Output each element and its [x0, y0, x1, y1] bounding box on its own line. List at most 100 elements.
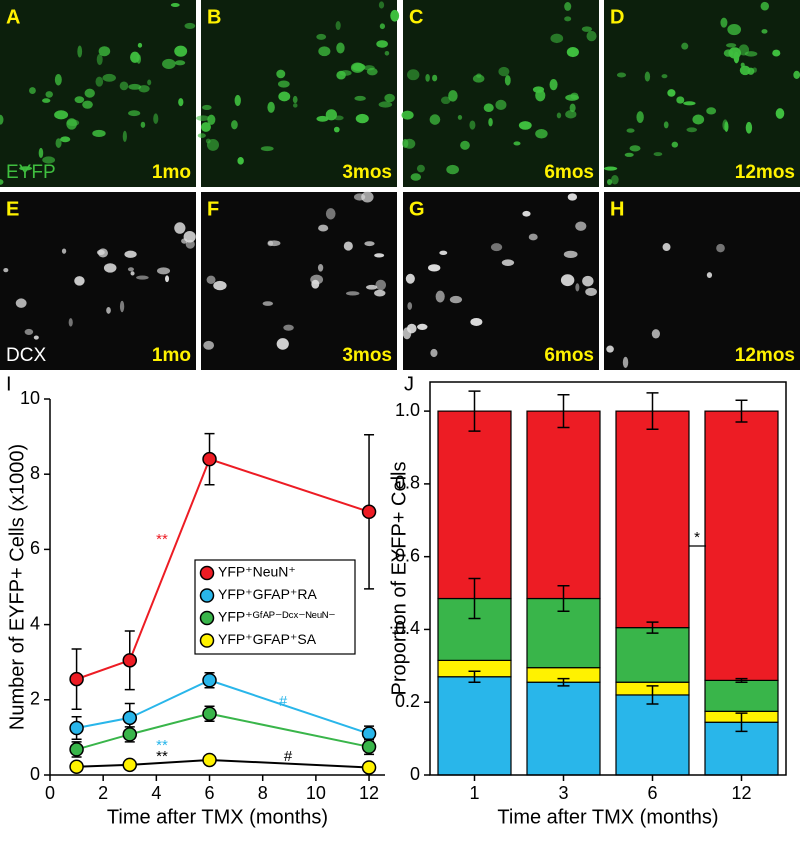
x-tick-label: 3 [558, 783, 568, 803]
cell [77, 45, 83, 58]
error-bar [646, 685, 659, 705]
panel-letter: D [610, 6, 624, 28]
cell [671, 141, 679, 148]
cell [565, 94, 579, 101]
cell [440, 96, 451, 105]
cell [384, 93, 395, 103]
significance-mark: ** [156, 748, 168, 765]
stain-label: DCX [6, 345, 46, 366]
x-tick-label: 8 [258, 783, 268, 803]
cell [564, 16, 572, 22]
cell [727, 23, 742, 36]
micrograph-panel [603, 0, 800, 187]
cell [174, 222, 186, 234]
cell [95, 76, 104, 87]
legend-label: YFP⁺GFAP⁺SA [218, 631, 317, 647]
cell [325, 208, 336, 220]
x-tick-label: 12 [731, 783, 751, 803]
cell [183, 230, 196, 243]
cell [84, 88, 95, 98]
cell [498, 66, 510, 77]
cell [661, 74, 668, 79]
cell [336, 70, 346, 80]
micrograph-panel [604, 192, 800, 370]
cell [760, 1, 770, 11]
cell [136, 275, 149, 280]
y-tick-label: 0.2 [395, 691, 420, 711]
cell [375, 279, 387, 291]
cell [147, 79, 152, 86]
error-bar [735, 399, 748, 423]
cell [318, 224, 329, 232]
cell [170, 2, 180, 8]
cell [706, 107, 717, 115]
cell [345, 291, 360, 296]
legend-marker [199, 610, 215, 626]
cell [19, 166, 33, 171]
cell [518, 121, 532, 130]
cell [435, 290, 445, 303]
cell [472, 74, 485, 83]
cell [563, 250, 578, 259]
cell [138, 85, 150, 93]
cell [581, 26, 593, 32]
series-line [76, 679, 370, 735]
y-tick-label: 0.8 [395, 473, 420, 493]
cell [317, 264, 324, 272]
cell [564, 2, 572, 11]
cell [586, 30, 597, 42]
cell [174, 45, 188, 57]
cell [448, 90, 458, 102]
cell [606, 179, 613, 185]
cell [196, 115, 210, 121]
bar-segment [526, 410, 601, 600]
cell [96, 53, 103, 66]
error-bar [735, 712, 748, 733]
time-label: 6mos [544, 162, 594, 183]
cell [355, 113, 369, 124]
cell [446, 164, 459, 175]
cell [213, 280, 227, 291]
cell [376, 40, 388, 48]
cell [106, 306, 111, 314]
cell [460, 140, 470, 150]
cell [336, 42, 345, 54]
x-tick-label: 2 [98, 783, 108, 803]
cell [457, 115, 463, 120]
cell [582, 275, 594, 287]
bar-segment [704, 410, 779, 681]
cell [119, 81, 129, 91]
cell [556, 112, 562, 119]
y-axis-label: Proportion of EYFP+ Cells [388, 462, 410, 696]
data-point [69, 742, 84, 757]
cell [197, 133, 206, 138]
cell [403, 138, 416, 149]
y-tick-label: 0 [410, 764, 420, 784]
cell [686, 127, 698, 133]
cell [522, 210, 531, 217]
y-tick-label: 4 [30, 613, 40, 633]
series-line [76, 457, 370, 681]
cell [676, 96, 685, 104]
bar-segment [437, 410, 512, 600]
cell [405, 273, 415, 284]
time-label: 3mos [342, 162, 392, 183]
y-tick-label: 0.4 [395, 618, 420, 638]
cell [42, 156, 56, 164]
cell [278, 91, 291, 102]
time-label: 12mos [735, 162, 795, 183]
cell [692, 114, 705, 125]
cell [378, 1, 385, 9]
data-point [122, 653, 138, 668]
cell [68, 318, 73, 327]
cell [575, 221, 587, 231]
cell [24, 328, 34, 336]
error-bar [557, 393, 570, 429]
cell [722, 119, 728, 131]
micrograph-panel [201, 191, 397, 370]
cell [430, 348, 438, 358]
cell [74, 96, 85, 104]
cell [569, 103, 576, 113]
cell [98, 46, 111, 57]
cell [353, 193, 366, 201]
